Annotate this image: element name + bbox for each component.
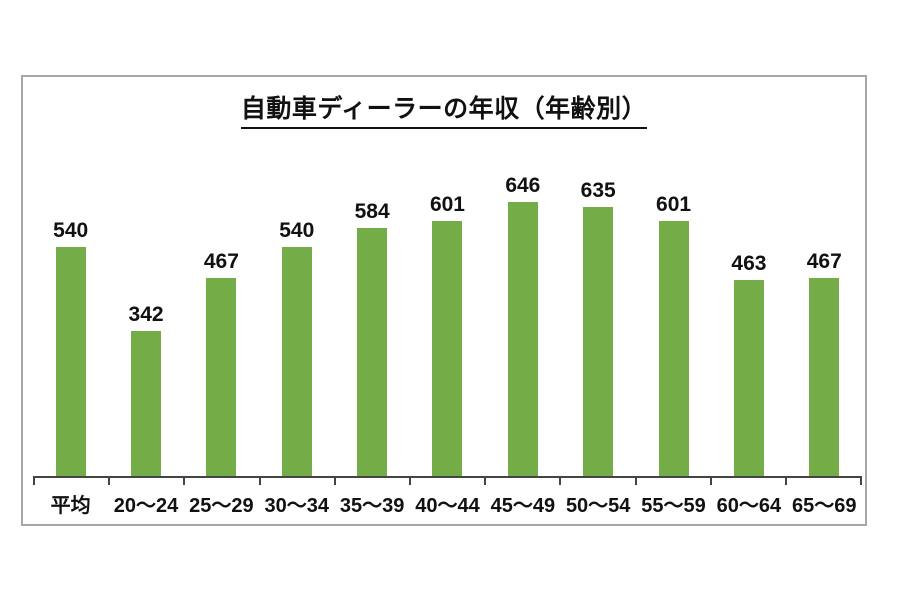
- bar-value-label: 467: [806, 249, 842, 273]
- bar: [55, 247, 86, 476]
- chart-title: 自動車ディーラーの年収（年齢別）: [240, 89, 648, 129]
- axis-tick-cell: [408, 478, 484, 485]
- bar-value-label: 540: [279, 218, 315, 242]
- bar: [583, 207, 614, 476]
- bar-slot: 463: [711, 77, 786, 476]
- bar-slot: 646: [485, 77, 560, 476]
- axis-tick-cell: [559, 478, 634, 485]
- axis-tick-cell: [634, 478, 710, 485]
- bar: [507, 202, 538, 476]
- bar-slot: 635: [561, 77, 636, 476]
- axis-tick-cell: [258, 478, 334, 485]
- bar: [733, 280, 764, 476]
- category-label: 50〜54: [565, 495, 631, 517]
- axis-tick-cell: [709, 478, 785, 485]
- category-label: 65〜69: [792, 495, 857, 517]
- bar: [432, 221, 463, 476]
- bar: [809, 278, 840, 476]
- bar-value-label: 646: [505, 173, 541, 197]
- x-axis-line: [33, 476, 862, 478]
- bar-slot: 540: [33, 77, 108, 476]
- bar-slot: 601: [636, 77, 711, 476]
- x-axis-ticks: [33, 478, 862, 485]
- category-label: 55〜59: [641, 495, 706, 517]
- bar-value-label: 463: [731, 251, 767, 275]
- bar-slot: 601: [410, 77, 485, 476]
- bar-value-label: 601: [656, 192, 692, 216]
- category-label: 25〜29: [189, 495, 254, 517]
- bar-slot: 342: [108, 77, 183, 476]
- category-label: 45〜49: [490, 495, 556, 517]
- axis-tick-cell: [33, 478, 108, 485]
- axis-tick-cell: [484, 478, 559, 485]
- bar-slot: 467: [787, 77, 862, 476]
- category-label: 35〜39: [339, 495, 405, 517]
- bar: [206, 278, 237, 476]
- bar: [658, 221, 689, 476]
- bar-value-label: 635: [580, 178, 616, 202]
- category-label: 40〜44: [415, 495, 480, 517]
- category-label: 20〜24: [113, 495, 179, 517]
- bar: [131, 331, 162, 476]
- bar-value-label: 584: [354, 199, 390, 223]
- chart-frame: 自動車ディーラーの年収（年齢別） 540 342 467 540 584 601 646 63…: [21, 75, 867, 526]
- bar-value-label: 342: [128, 302, 164, 326]
- axis-tick-cell: [183, 478, 258, 485]
- category-label: 30〜34: [264, 495, 330, 517]
- x-axis-labels: 平均 20〜24 25〜29 30〜34 35〜39 40〜44 45〜49 50〜54 55〜…: [33, 489, 862, 518]
- category-label: 平均: [50, 495, 91, 517]
- axis-tick-cell: [784, 478, 860, 485]
- axis-tick-cell: [333, 478, 409, 485]
- bar-slot: 584: [334, 77, 409, 476]
- bar-slot: 467: [184, 77, 259, 476]
- bars-row: 540 342 467 540 584 601 646 635 601 463 467: [33, 77, 862, 476]
- bar-value-label: 540: [53, 218, 89, 242]
- bar-value-label: 467: [203, 249, 239, 273]
- chart-title-wrap: 自動車ディーラーの年収（年齢別）: [23, 89, 865, 129]
- axis-tick-cell: [108, 478, 183, 485]
- category-label: 60〜64: [716, 495, 782, 517]
- plot-area: 540 342 467 540 584 601 646 635 601 463 467 平均 20〜2…: [33, 77, 862, 524]
- bar: [281, 247, 312, 476]
- bar-slot: 540: [259, 77, 334, 476]
- bar-value-label: 601: [429, 192, 465, 216]
- bar: [357, 228, 388, 476]
